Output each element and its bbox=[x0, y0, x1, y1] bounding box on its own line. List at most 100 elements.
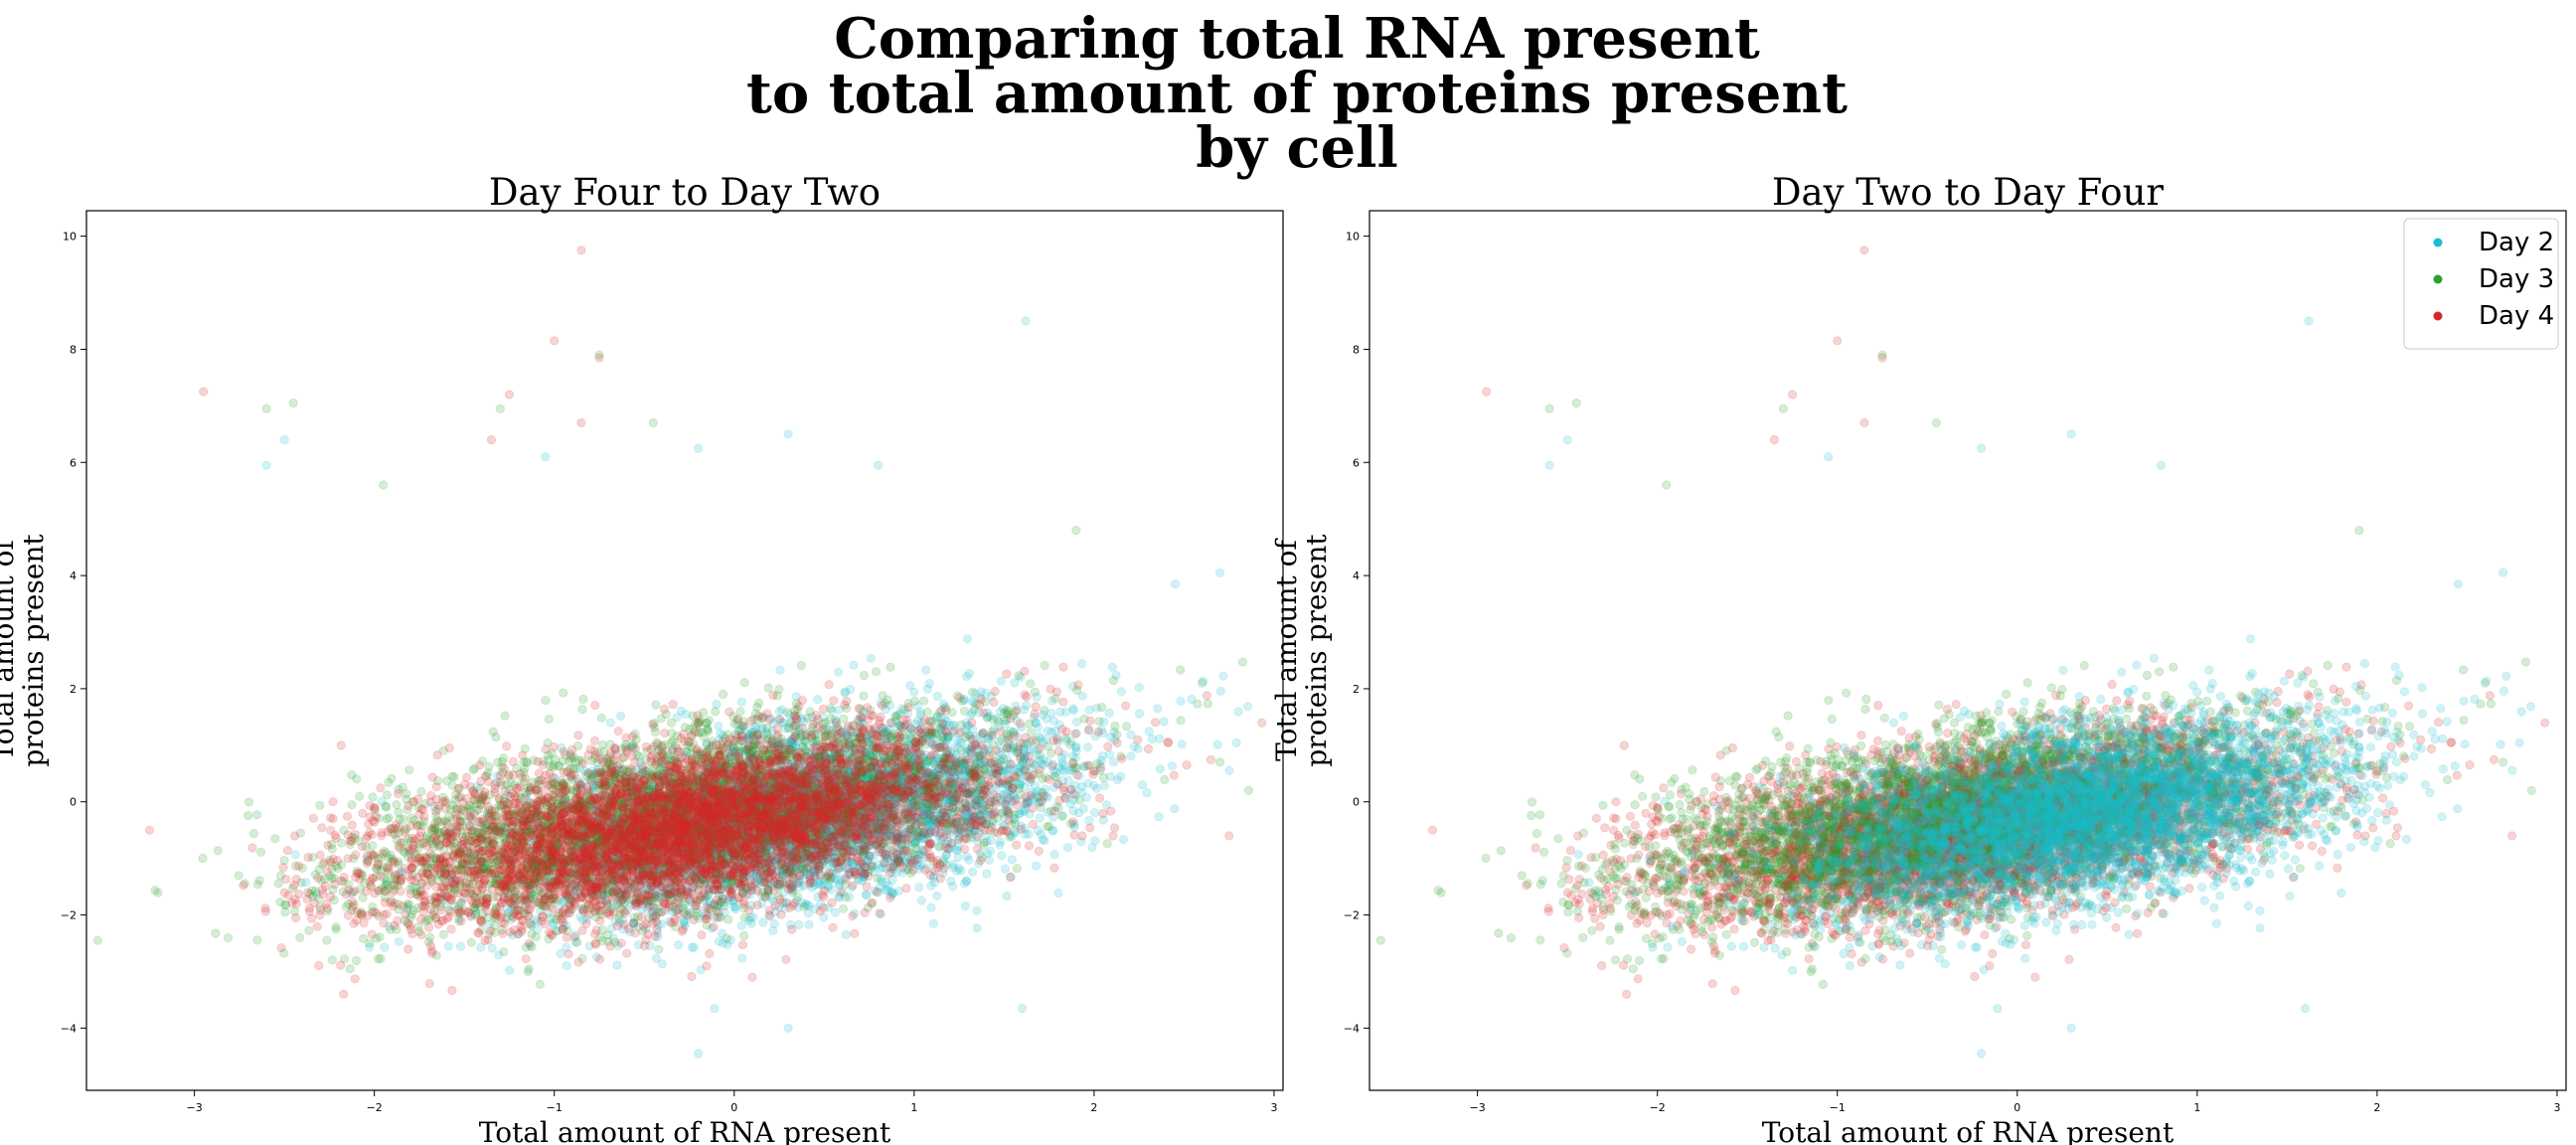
data-point bbox=[1237, 657, 1248, 667]
data-point bbox=[1026, 679, 1036, 689]
data-point bbox=[1155, 764, 1165, 774]
data-point bbox=[826, 816, 837, 826]
data-point bbox=[1099, 780, 1110, 791]
data-point bbox=[1176, 696, 1186, 707]
data-point bbox=[760, 871, 770, 881]
data-point bbox=[914, 883, 924, 893]
data-point bbox=[575, 853, 585, 863]
data-point bbox=[659, 822, 669, 833]
data-point bbox=[757, 791, 767, 802]
data-point bbox=[1010, 678, 1020, 688]
data-point bbox=[1082, 742, 1093, 752]
data-point bbox=[927, 738, 938, 748]
data-point bbox=[562, 960, 571, 971]
data-point bbox=[1019, 705, 1030, 715]
data-point bbox=[616, 812, 627, 822]
data-point bbox=[959, 812, 970, 822]
data-point bbox=[591, 952, 602, 962]
series-day-2 bbox=[261, 316, 1253, 1059]
data-point bbox=[698, 820, 708, 830]
data-point bbox=[1090, 807, 1100, 818]
data-point bbox=[928, 918, 938, 928]
data-point bbox=[1068, 706, 1079, 716]
figure-title: Comparing total RNA present to total amo… bbox=[0, 11, 2576, 176]
data-point bbox=[775, 738, 785, 748]
data-point bbox=[554, 926, 564, 936]
data-point bbox=[804, 850, 814, 860]
data-point bbox=[583, 829, 593, 840]
data-point bbox=[632, 862, 643, 872]
data-point bbox=[964, 855, 974, 865]
data-point bbox=[766, 865, 777, 876]
data-point bbox=[1159, 717, 1169, 727]
data-point bbox=[1016, 821, 1026, 831]
data-point bbox=[587, 891, 597, 901]
data-point bbox=[893, 759, 903, 769]
data-point bbox=[1215, 568, 1225, 577]
data-point bbox=[824, 753, 834, 763]
data-point bbox=[1215, 686, 1225, 696]
data-point bbox=[1017, 723, 1027, 733]
data-point bbox=[689, 942, 699, 952]
data-point bbox=[827, 833, 837, 843]
data-point bbox=[645, 826, 655, 836]
data-point bbox=[648, 830, 659, 841]
data-point bbox=[1043, 756, 1052, 767]
data-point bbox=[676, 795, 687, 805]
data-point bbox=[757, 804, 768, 815]
data-point bbox=[820, 766, 830, 776]
data-point bbox=[564, 828, 575, 839]
data-point bbox=[960, 763, 971, 773]
data-point bbox=[907, 756, 917, 766]
data-point bbox=[612, 960, 622, 970]
data-point bbox=[806, 878, 816, 889]
data-point bbox=[1000, 864, 1011, 874]
data-point bbox=[914, 861, 925, 871]
data-point bbox=[883, 885, 892, 895]
data-point bbox=[970, 825, 981, 836]
data-point bbox=[877, 877, 886, 887]
data-point bbox=[960, 900, 970, 911]
data-point bbox=[604, 832, 614, 842]
data-point bbox=[509, 857, 519, 868]
data-point bbox=[754, 815, 764, 826]
data-point bbox=[862, 819, 872, 830]
data-point bbox=[1091, 783, 1102, 793]
data-point bbox=[820, 759, 830, 769]
data-point bbox=[743, 821, 754, 832]
data-point bbox=[962, 672, 972, 682]
data-point bbox=[905, 833, 915, 844]
data-point bbox=[505, 965, 515, 975]
data-point bbox=[612, 783, 622, 793]
data-point bbox=[815, 759, 825, 769]
panel-title: Day Four to Day Two bbox=[489, 171, 881, 214]
data-point bbox=[859, 760, 869, 770]
data-point bbox=[739, 802, 749, 812]
data-point bbox=[985, 767, 995, 777]
data-point bbox=[1108, 757, 1119, 767]
data-point bbox=[926, 881, 936, 892]
data-point bbox=[806, 787, 816, 798]
data-point bbox=[962, 634, 973, 644]
data-point bbox=[616, 862, 626, 872]
data-point bbox=[1218, 671, 1228, 681]
data-point bbox=[775, 665, 785, 676]
data-point bbox=[854, 817, 864, 828]
data-point bbox=[766, 803, 776, 814]
data-point bbox=[701, 792, 712, 802]
data-point bbox=[736, 920, 746, 931]
data-point bbox=[1242, 702, 1253, 712]
data-point bbox=[1049, 849, 1059, 860]
data-point bbox=[884, 806, 893, 817]
data-point bbox=[596, 878, 606, 888]
figure-title-line-2: to total amount of proteins present bbox=[0, 66, 2576, 121]
data-point bbox=[1233, 707, 1243, 717]
data-point bbox=[885, 828, 894, 838]
data-point bbox=[932, 891, 942, 900]
data-point bbox=[920, 828, 930, 838]
data-point bbox=[893, 886, 903, 897]
data-point bbox=[710, 1003, 720, 1014]
data-point bbox=[751, 797, 761, 807]
data-point bbox=[587, 772, 597, 782]
